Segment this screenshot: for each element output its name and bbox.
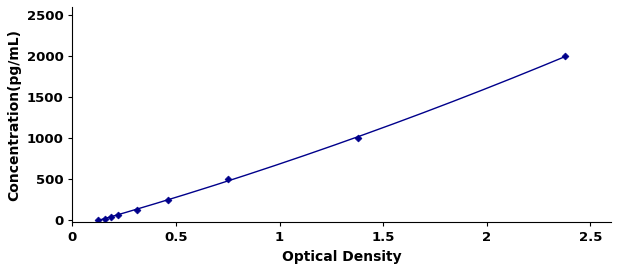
X-axis label: Optical Density: Optical Density (282, 250, 402, 264)
Y-axis label: Concentration(pg/mL): Concentration(pg/mL) (7, 29, 21, 201)
